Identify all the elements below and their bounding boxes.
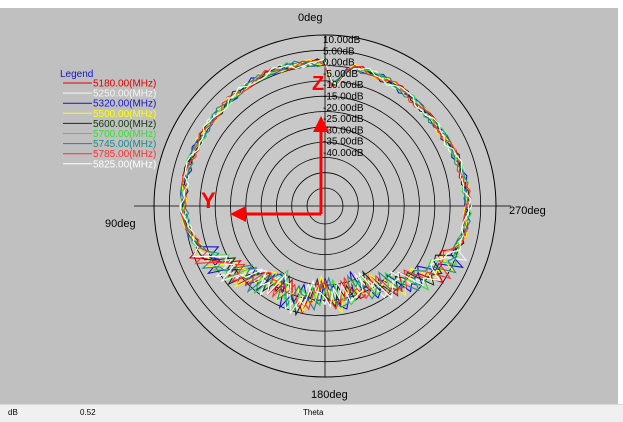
radial-label: -25.00dB (323, 114, 364, 125)
legend-entry: 5180.00(MHz) (93, 79, 156, 90)
radial-label: -40.00dB (323, 148, 364, 159)
z-arrow-head (313, 116, 329, 132)
angle-label-0deg: 0deg (298, 12, 322, 24)
angle-label-270deg: 270deg (509, 205, 546, 217)
series-trace-560000 (180, 58, 471, 317)
radial-label: -10.00dB (323, 80, 364, 91)
radial-label: -35.00dB (323, 137, 364, 148)
legend-title: Legend (60, 69, 93, 80)
radial-label: -5.00dB (323, 69, 358, 80)
z-axis-annotation: Z (312, 73, 324, 95)
series-trace-532000 (180, 61, 471, 310)
plot-area: 0deg 90deg 180deg 270deg 10.00dB 5.00dB 0.00dB… (0, 8, 618, 404)
series-trace-582500 (179, 58, 472, 315)
status-value: 0.52 (80, 408, 96, 417)
series-trace-578500 (181, 59, 471, 311)
radial-label: 10.00dB (323, 35, 361, 46)
radial-label: 5.00dB (323, 46, 355, 57)
angle-label-180deg: 180deg (311, 389, 348, 401)
series-trace-570000 (180, 59, 472, 316)
legend-entry: 5250.00(MHz) (93, 89, 156, 100)
y-arrow-head (230, 206, 246, 222)
status-unit: dB (8, 408, 18, 417)
radial-label: -30.00dB (323, 125, 364, 136)
series-trace-574500 (180, 60, 471, 312)
legend-entry: 5785.00(MHz) (93, 149, 156, 160)
status-axis: Theta (303, 408, 324, 417)
angle-label-90deg: 90deg (105, 218, 136, 230)
legend-entry: 5320.00(MHz) (93, 99, 156, 110)
legend-entry: 5825.00(MHz) (93, 159, 156, 170)
polar-chart: 0deg 90deg 180deg 270deg 10.00dB5.00dB0.00dB… (60, 12, 546, 401)
legend-entry: 5600.00(MHz) (93, 119, 156, 130)
radial-label: -15.00dB (323, 92, 364, 103)
legend-entry: 5700.00(MHz) (93, 129, 156, 140)
radial-label: -20.00dB (323, 103, 364, 114)
legend-entry: 5500.00(MHz) (93, 109, 156, 120)
radial-label: 0.00dB (323, 58, 355, 69)
status-bar: dB 0.52 Theta (0, 404, 623, 422)
legend-entry: 5745.00(MHz) (93, 139, 156, 150)
y-axis-annotation: Y (201, 188, 216, 213)
